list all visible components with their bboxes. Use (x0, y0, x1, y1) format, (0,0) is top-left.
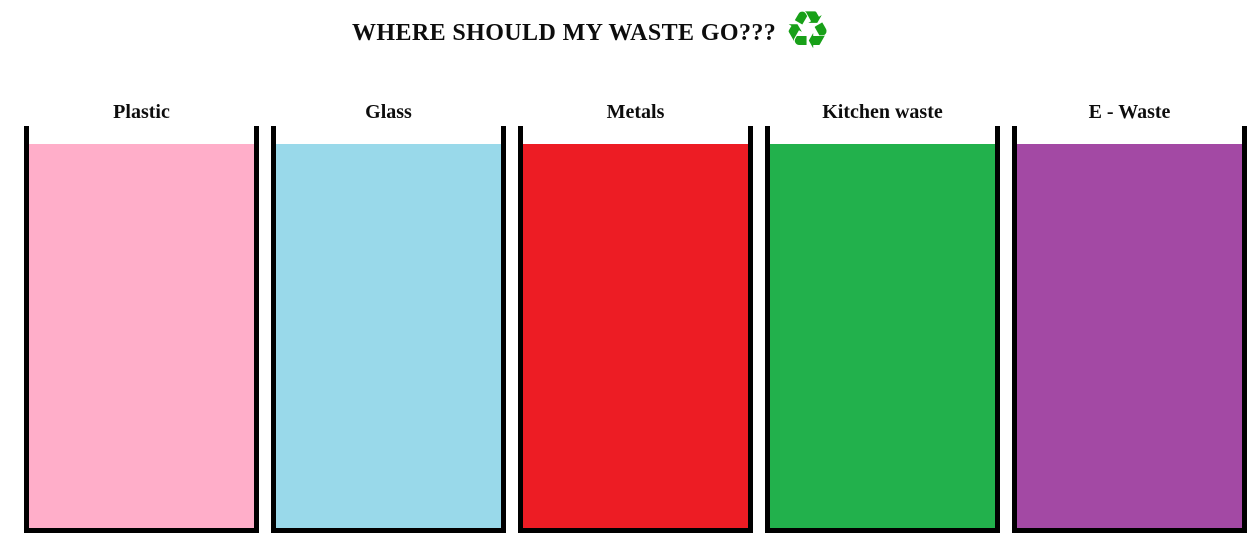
bin-container-glass (271, 126, 506, 533)
bin-fill-plastic (29, 144, 254, 528)
bin-column-plastic: Plastic (24, 100, 259, 533)
bin-label-glass: Glass (365, 101, 412, 123)
bin-container-metals (518, 126, 753, 533)
bin-fill-glass (276, 144, 501, 528)
page-title: WHERE SHOULD MY WASTE GO??? (352, 19, 777, 46)
bin-fill-e-waste (1017, 144, 1242, 528)
bin-label-e-waste: E - Waste (1088, 101, 1171, 123)
bin-container-plastic (24, 126, 259, 533)
bin-label-plastic: Plastic (113, 101, 170, 123)
bin-container-e-waste (1012, 126, 1247, 533)
bin-label-metals: Metals (606, 101, 665, 123)
bin-label-kitchen-waste: Kitchen waste (822, 101, 943, 123)
bin-column-kitchen-waste: Kitchen waste (765, 100, 1000, 533)
bin-container-kitchen-waste (765, 126, 1000, 533)
bin-column-e-waste: E - Waste (1012, 100, 1247, 533)
bin-fill-kitchen-waste (770, 144, 995, 528)
bins-row: Plastic Glass Metals Kitchen waste E - W (24, 100, 1247, 533)
bin-column-glass: Glass (271, 100, 506, 533)
bin-fill-metals (523, 144, 748, 528)
recycle-icon: ♻ (784, 1, 831, 61)
header: WHERE SHOULD MY WASTE GO??? ♻ (352, 0, 831, 66)
bin-column-metals: Metals (518, 100, 753, 533)
